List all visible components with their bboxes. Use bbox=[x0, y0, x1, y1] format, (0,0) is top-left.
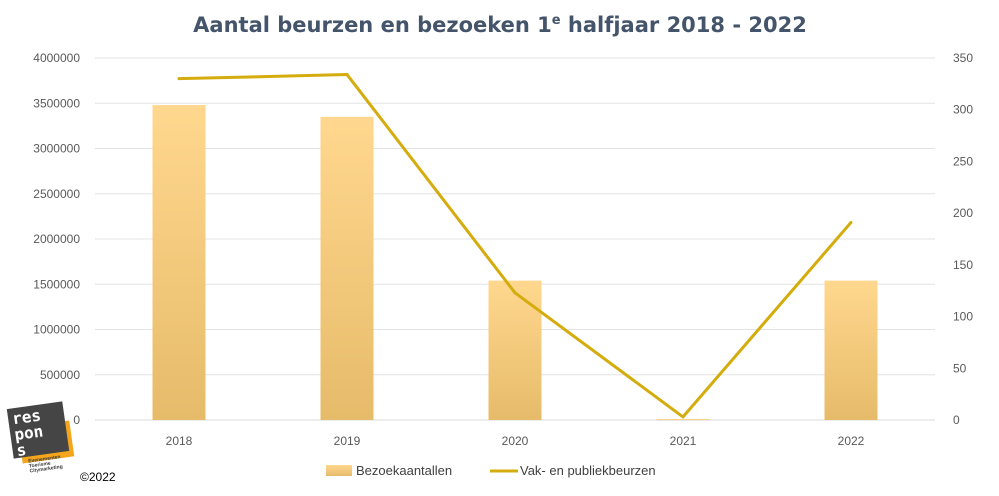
x-tick-label: 2021 bbox=[670, 434, 697, 448]
left-tick-label: 2000000 bbox=[33, 232, 80, 246]
right-tick-label: 100 bbox=[953, 310, 973, 324]
line-point bbox=[513, 291, 517, 295]
svg-text:s: s bbox=[15, 440, 27, 460]
legend-label-bar: Bezoekaantallen bbox=[356, 463, 452, 478]
line-point bbox=[345, 73, 349, 77]
svg-text:Toerisme: Toerisme bbox=[29, 461, 52, 470]
chart-title-superscript: e bbox=[552, 13, 561, 28]
right-tick-label: 300 bbox=[953, 103, 973, 117]
bar-series bbox=[152, 105, 878, 421]
bar bbox=[656, 419, 710, 421]
gridlines bbox=[95, 57, 935, 421]
left-tick-label: 2500000 bbox=[33, 187, 80, 201]
bar bbox=[152, 105, 206, 420]
line-point bbox=[849, 220, 853, 224]
x-tick-label: 2018 bbox=[166, 434, 193, 448]
chart-title-rest: halfjaar 2018 - 2022 bbox=[561, 13, 807, 37]
right-tick-label: 0 bbox=[953, 413, 960, 427]
legend-label-line: Vak- en publiekbeurzen bbox=[520, 463, 656, 478]
line-series bbox=[177, 73, 853, 419]
line-point bbox=[681, 415, 685, 419]
right-axis: 0 50 100 150 200 250 300 350 bbox=[953, 51, 973, 427]
bar bbox=[320, 116, 374, 420]
svg-text:Evenementen: Evenementen bbox=[28, 454, 61, 464]
left-tick-label: 3500000 bbox=[33, 96, 80, 110]
x-axis: 2018 2019 2020 2021 2022 bbox=[166, 434, 865, 448]
left-tick-label: 0 bbox=[73, 413, 80, 427]
left-tick-label: 500000 bbox=[40, 368, 80, 382]
left-tick-label: 1000000 bbox=[33, 323, 80, 337]
right-tick-label: 50 bbox=[953, 361, 967, 375]
bar bbox=[824, 280, 878, 420]
right-tick-label: 250 bbox=[953, 154, 973, 168]
svg-text:res: res bbox=[11, 406, 42, 429]
left-tick-label: 4000000 bbox=[33, 51, 80, 65]
line-point bbox=[177, 77, 181, 81]
right-tick-label: 150 bbox=[953, 258, 973, 272]
legend-swatch-bar bbox=[326, 465, 352, 476]
respons-logo: res pon s Evenementen Toerisme Citymarke… bbox=[6, 401, 75, 475]
copyright: ©2022 bbox=[80, 470, 116, 484]
left-axis: 0 500000 1000000 1500000 2000000 2500000 30000… bbox=[33, 51, 80, 427]
x-tick-label: 2019 bbox=[334, 434, 361, 448]
bar bbox=[488, 280, 542, 420]
left-tick-label: 3000000 bbox=[33, 142, 80, 156]
chart-title: Aantal beurzen en bezoeken 1e halfjaar 2… bbox=[193, 13, 807, 37]
svg-text:pon: pon bbox=[13, 421, 44, 444]
legend: Bezoekaantallen Vak- en publiekbeurzen bbox=[326, 463, 656, 478]
svg-text:Citymarketing: Citymarketing bbox=[29, 464, 63, 475]
right-tick-label: 350 bbox=[953, 51, 973, 65]
left-tick-label: 1500000 bbox=[33, 277, 80, 291]
x-tick-label: 2020 bbox=[502, 434, 529, 448]
x-tick-label: 2022 bbox=[838, 434, 865, 448]
right-tick-label: 200 bbox=[953, 206, 973, 220]
